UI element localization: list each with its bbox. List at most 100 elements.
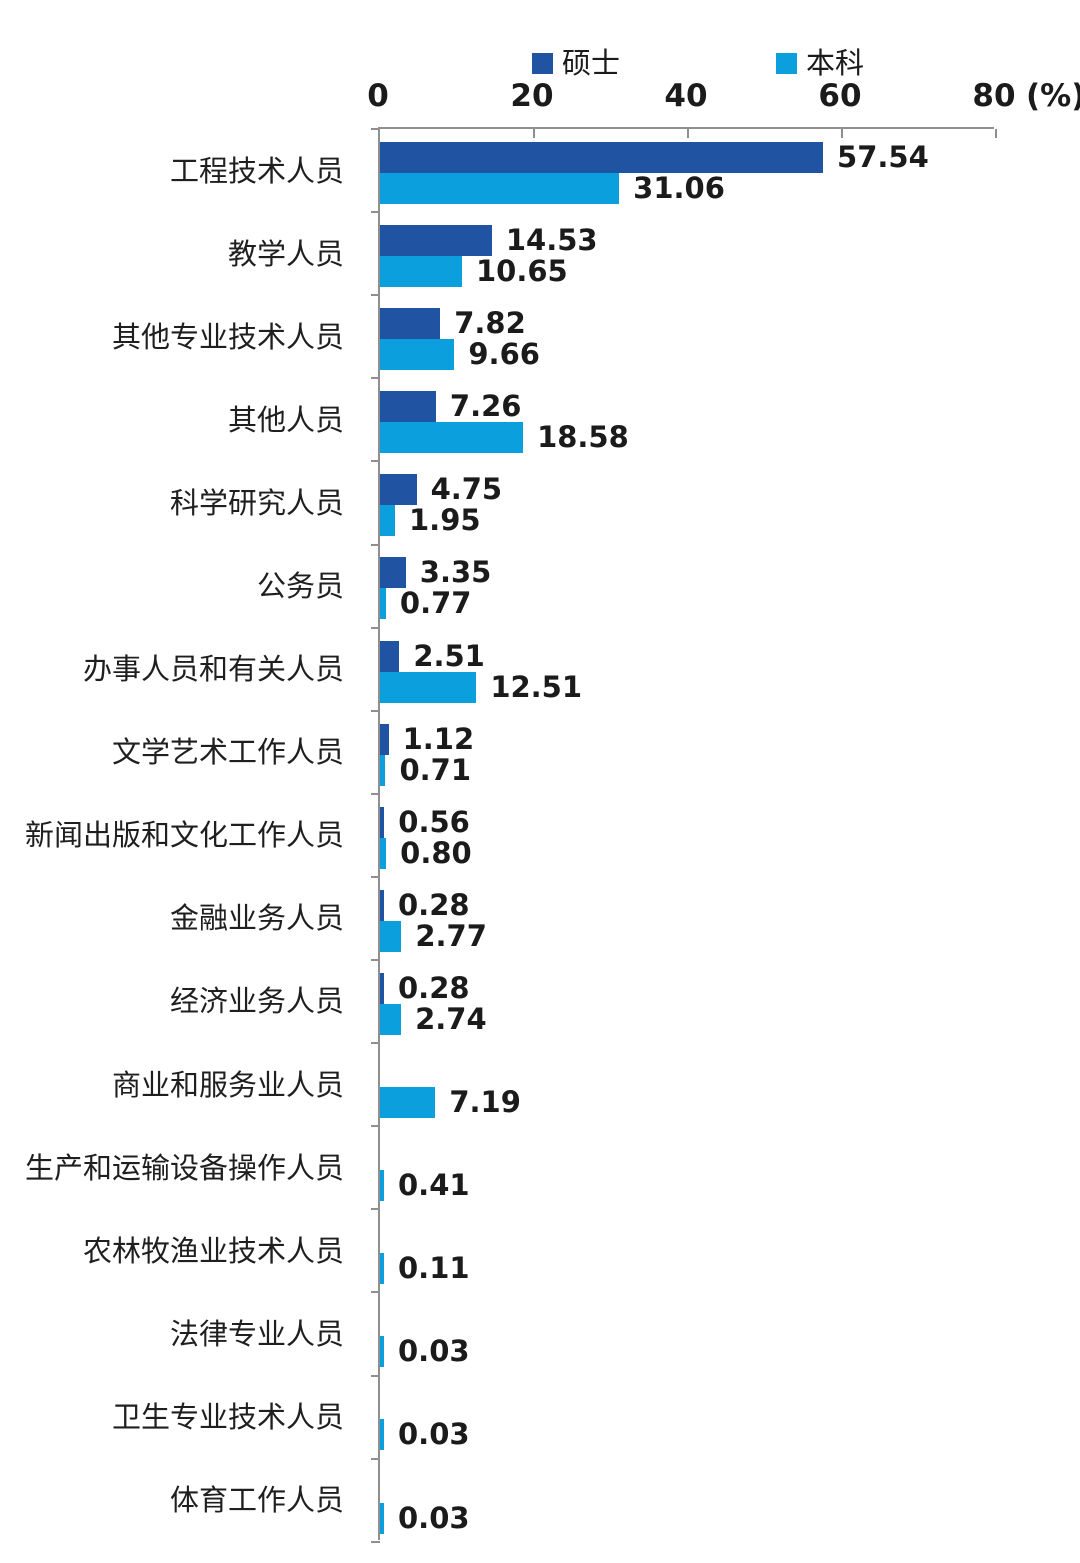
bachelors-bar-line: 0.03	[380, 1334, 994, 1369]
category-label: 办事人员和有关人员	[82, 652, 344, 687]
x-axis-tick	[687, 129, 689, 138]
bachelors-bar-line: 0.03	[380, 1500, 994, 1535]
x-axis-tick	[995, 129, 997, 138]
bachelors-value-label: 2.74	[415, 1001, 487, 1036]
bachelors-bar	[380, 671, 477, 703]
bachelors-value-label: 18.58	[537, 420, 629, 455]
bachelors-value-label: 0.41	[398, 1168, 470, 1203]
chart-row: 2.51 12.51	[380, 628, 994, 711]
category-axis-tick	[371, 959, 380, 961]
bachelors-bar	[380, 339, 455, 371]
axis-unit-label: (%)	[1026, 78, 1080, 114]
category-axis-tick	[371, 294, 380, 297]
masters-bar	[380, 142, 824, 173]
bachelors-bar-line: 0.77	[380, 586, 994, 621]
category-label: 金融业务人员	[169, 901, 344, 936]
category-axis-tick	[371, 1042, 380, 1045]
bachelors-value-label: 0.03	[398, 1417, 470, 1452]
bachelors-value-label: 10.65	[476, 254, 568, 289]
masters-value-label: 0.28	[398, 887, 470, 922]
bachelors-bar-line: 0.71	[380, 754, 994, 786]
chart-row: 1.12 0.71	[380, 711, 994, 794]
plot-area: 57.54 31.06 14.53 10.65 7.82 9.66 7.26 18.58 4.7…	[371, 127, 997, 1543]
category-label: 教学人员	[227, 236, 344, 271]
chart-row: 0.41	[380, 1126, 994, 1209]
category-axis: 工程技术人员 教学人员 其他专业技术人员 其他人员 科学研究人员 公务员 办事人员和有关人员…	[0, 127, 361, 1540]
masters-bar	[380, 806, 385, 838]
category-axis-tick	[371, 1457, 380, 1460]
masters-bar-line: 0.28	[380, 887, 994, 922]
category-axis-tick	[371, 211, 380, 214]
chart-row: 57.54 31.06	[380, 129, 994, 212]
bachelors-value-label: 9.66	[468, 337, 540, 372]
legend-item-masters: 硕士	[532, 46, 620, 80]
chart-row: 4.75 1.95	[380, 461, 994, 544]
chart-row: 0.28 2.77	[380, 877, 994, 960]
chart-row: 0.03	[380, 1459, 994, 1542]
masters-value-label: 7.26	[449, 389, 522, 424]
bachelors-bar	[380, 588, 386, 620]
masters-bar-line: 1.12	[380, 721, 994, 756]
category-label: 农林牧渔业技术人员	[82, 1233, 344, 1268]
masters-bar-line: 7.82	[380, 308, 994, 340]
bachelors-value-label: 0.11	[398, 1251, 470, 1286]
bachelors-bar	[380, 1087, 436, 1119]
bachelors-bar-line: 0.41	[380, 1168, 994, 1203]
legend: 硕士 本科	[0, 46, 1080, 80]
category-axis-tick	[371, 875, 380, 878]
category-axis-tick	[371, 1208, 380, 1211]
chart-row: 7.26 18.58	[380, 378, 994, 461]
masters-bar-line	[380, 1056, 994, 1087]
bachelors-bar-line: 0.03	[380, 1417, 994, 1452]
masters-bar	[380, 723, 389, 755]
bachelors-bar	[380, 754, 386, 786]
bachelors-value-label: 7.19	[449, 1085, 521, 1120]
category-axis-tick	[371, 626, 380, 629]
category-axis-tick	[371, 1125, 380, 1128]
category-axis-tick	[371, 1291, 380, 1294]
x-tick-label: 20	[510, 78, 554, 114]
category-label: 公务员	[256, 569, 344, 604]
bachelors-swatch-icon	[776, 52, 797, 74]
masters-value-label: 0.56	[398, 804, 470, 839]
bachelors-value-label: 0.03	[398, 1334, 470, 1369]
bachelors-value-label: 0.03	[398, 1500, 470, 1535]
chart-row: 7.82 9.66	[380, 295, 994, 378]
category-label: 其他专业技术人员	[111, 319, 344, 354]
category-axis-tick	[371, 543, 380, 546]
category-label: 卫生专业技术人员	[111, 1399, 344, 1434]
bachelors-value-label: 0.77	[399, 586, 472, 621]
bachelors-bar-line: 18.58	[380, 420, 994, 455]
masters-value-label: 1.12	[402, 721, 475, 756]
bachelors-bar-line: 0.11	[380, 1251, 994, 1286]
masters-bar	[380, 474, 417, 506]
legend-label-bachelors: 本科	[806, 46, 865, 80]
category-label: 法律专业人员	[169, 1316, 344, 1351]
bachelors-bar-line: 31.06	[380, 173, 994, 204]
masters-bar-line: 2.51	[380, 640, 994, 672]
bachelors-bar	[380, 1170, 384, 1202]
x-tick-label: 60	[818, 78, 862, 114]
x-tick-label: 40	[664, 78, 708, 114]
chart-row: 0.03	[380, 1292, 994, 1375]
category-axis-tick	[371, 377, 380, 380]
bachelors-value-label: 2.77	[415, 918, 487, 953]
bachelors-bar-line: 9.66	[380, 337, 994, 372]
bachelors-value-label: 12.51	[490, 669, 583, 704]
legend-item-bachelors: 本科	[776, 46, 864, 80]
category-label: 体育工作人员	[169, 1483, 344, 1518]
x-axis-tick	[841, 129, 843, 138]
bachelors-bar	[380, 422, 524, 454]
category-axis-tick	[371, 460, 380, 463]
masters-bar	[380, 391, 436, 423]
chart-row: 0.56 0.80	[380, 794, 994, 877]
masters-bar-line: 4.75	[380, 474, 994, 506]
chart-row: 0.03	[380, 1375, 994, 1458]
bachelors-bar-line: 0.80	[380, 837, 994, 869]
bachelors-bar-line: 7.19	[380, 1085, 994, 1120]
masters-bar-line: 57.54	[380, 142, 994, 173]
masters-bar-line	[380, 1388, 994, 1419]
masters-bar	[380, 972, 384, 1004]
bachelors-bar	[380, 920, 402, 952]
